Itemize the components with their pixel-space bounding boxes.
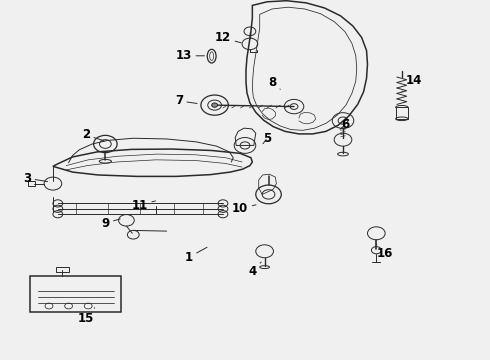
Text: 2: 2 xyxy=(82,129,104,141)
Polygon shape xyxy=(53,149,252,176)
Text: 8: 8 xyxy=(268,76,280,89)
Text: 11: 11 xyxy=(131,199,155,212)
Bar xyxy=(30,276,121,312)
Text: 10: 10 xyxy=(232,202,256,215)
Circle shape xyxy=(212,103,218,107)
Text: 4: 4 xyxy=(248,262,261,278)
Text: 6: 6 xyxy=(340,118,349,131)
Text: 3: 3 xyxy=(23,172,48,185)
Polygon shape xyxy=(259,174,276,194)
Text: 16: 16 xyxy=(376,244,393,260)
Text: 15: 15 xyxy=(77,308,95,325)
Text: 12: 12 xyxy=(215,31,241,44)
Text: 14: 14 xyxy=(402,75,422,92)
Bar xyxy=(28,181,35,186)
Bar xyxy=(396,107,408,119)
Text: 5: 5 xyxy=(263,132,271,145)
Polygon shape xyxy=(246,1,368,134)
Text: 9: 9 xyxy=(101,217,120,230)
Text: 1: 1 xyxy=(185,247,207,264)
Polygon shape xyxy=(235,128,256,145)
Text: 7: 7 xyxy=(175,94,197,107)
Text: 13: 13 xyxy=(175,49,204,62)
Bar xyxy=(56,267,69,272)
